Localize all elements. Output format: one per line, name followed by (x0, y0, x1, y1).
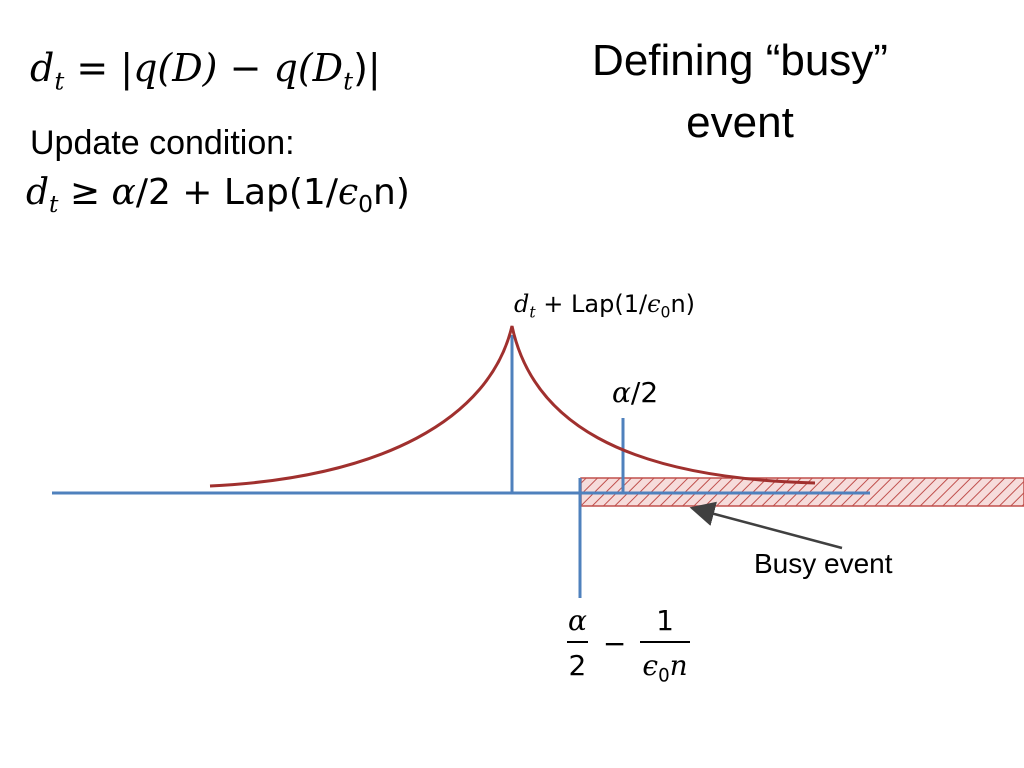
n-symbol: n (669, 649, 688, 682)
epsilon-symbol: ϵ (647, 290, 661, 318)
fraction-denominator: ϵ0n (640, 641, 690, 685)
epsilon-subscript: 0 (660, 303, 671, 322)
dataset-Dt-subscript: t (343, 66, 354, 96)
alpha-over-two: α 2 (566, 604, 589, 682)
dt-symbol: d (514, 290, 530, 318)
half-text: /2 (630, 376, 659, 409)
dataset-Dt: (D (297, 46, 344, 90)
epsilon-symbol: ϵ (337, 172, 359, 213)
update-condition-label: Update condition: (30, 124, 295, 162)
epsilon-subscript: 0 (358, 190, 374, 219)
lap-tail: n) (670, 290, 696, 318)
epsilon-subscript: 0 (658, 665, 670, 687)
dt-subscript: t (529, 303, 536, 322)
slide-title: Defining “busy” event (592, 36, 888, 147)
minus-sign: − (217, 46, 274, 90)
dataset-D: (D) (157, 46, 218, 90)
update-condition-formula: dt ≥ α/2 + Lap(1/ϵ0n) (26, 172, 410, 216)
half-plus-lap: /2 + Lap(1/ (135, 172, 338, 213)
peak-label: dt + Lap(1/ϵ0n) (514, 290, 696, 322)
dt-definition-formula: dt = |q(D) − q(Dt)| (30, 46, 381, 93)
dt-symbol: d (26, 172, 50, 213)
busy-event-label: Busy event (754, 548, 893, 579)
minus-sign: − (602, 626, 627, 660)
alpha-symbol: α (612, 376, 631, 409)
one-over-eps-n: 1 ϵ0n (640, 604, 690, 685)
laplace-curve (209, 325, 816, 488)
threshold-label: α/2 (612, 376, 658, 409)
dt-subscript: t (49, 190, 59, 219)
dt-subscript: t (54, 66, 65, 96)
q-symbol-1: q (133, 46, 158, 90)
equals-abs-open: = | (64, 46, 134, 90)
plus-lap: + Lap(1/ (535, 290, 648, 318)
busy-arrow (689, 501, 843, 550)
epsilon-symbol: ϵ (642, 649, 659, 682)
fraction-numerator: α (568, 604, 587, 637)
q-symbol-2: q (273, 46, 298, 90)
alpha-symbol: α (111, 172, 136, 213)
geq-sign: ≥ (58, 172, 112, 213)
lower-bound-expression: α 2 − 1 ϵ0n (566, 604, 690, 685)
abs-close: )| (353, 46, 381, 90)
fraction-denominator: 2 (566, 641, 589, 682)
dt-symbol: d (30, 46, 55, 90)
lap-tail: n) (373, 172, 410, 213)
fraction-numerator: 1 (656, 604, 674, 637)
